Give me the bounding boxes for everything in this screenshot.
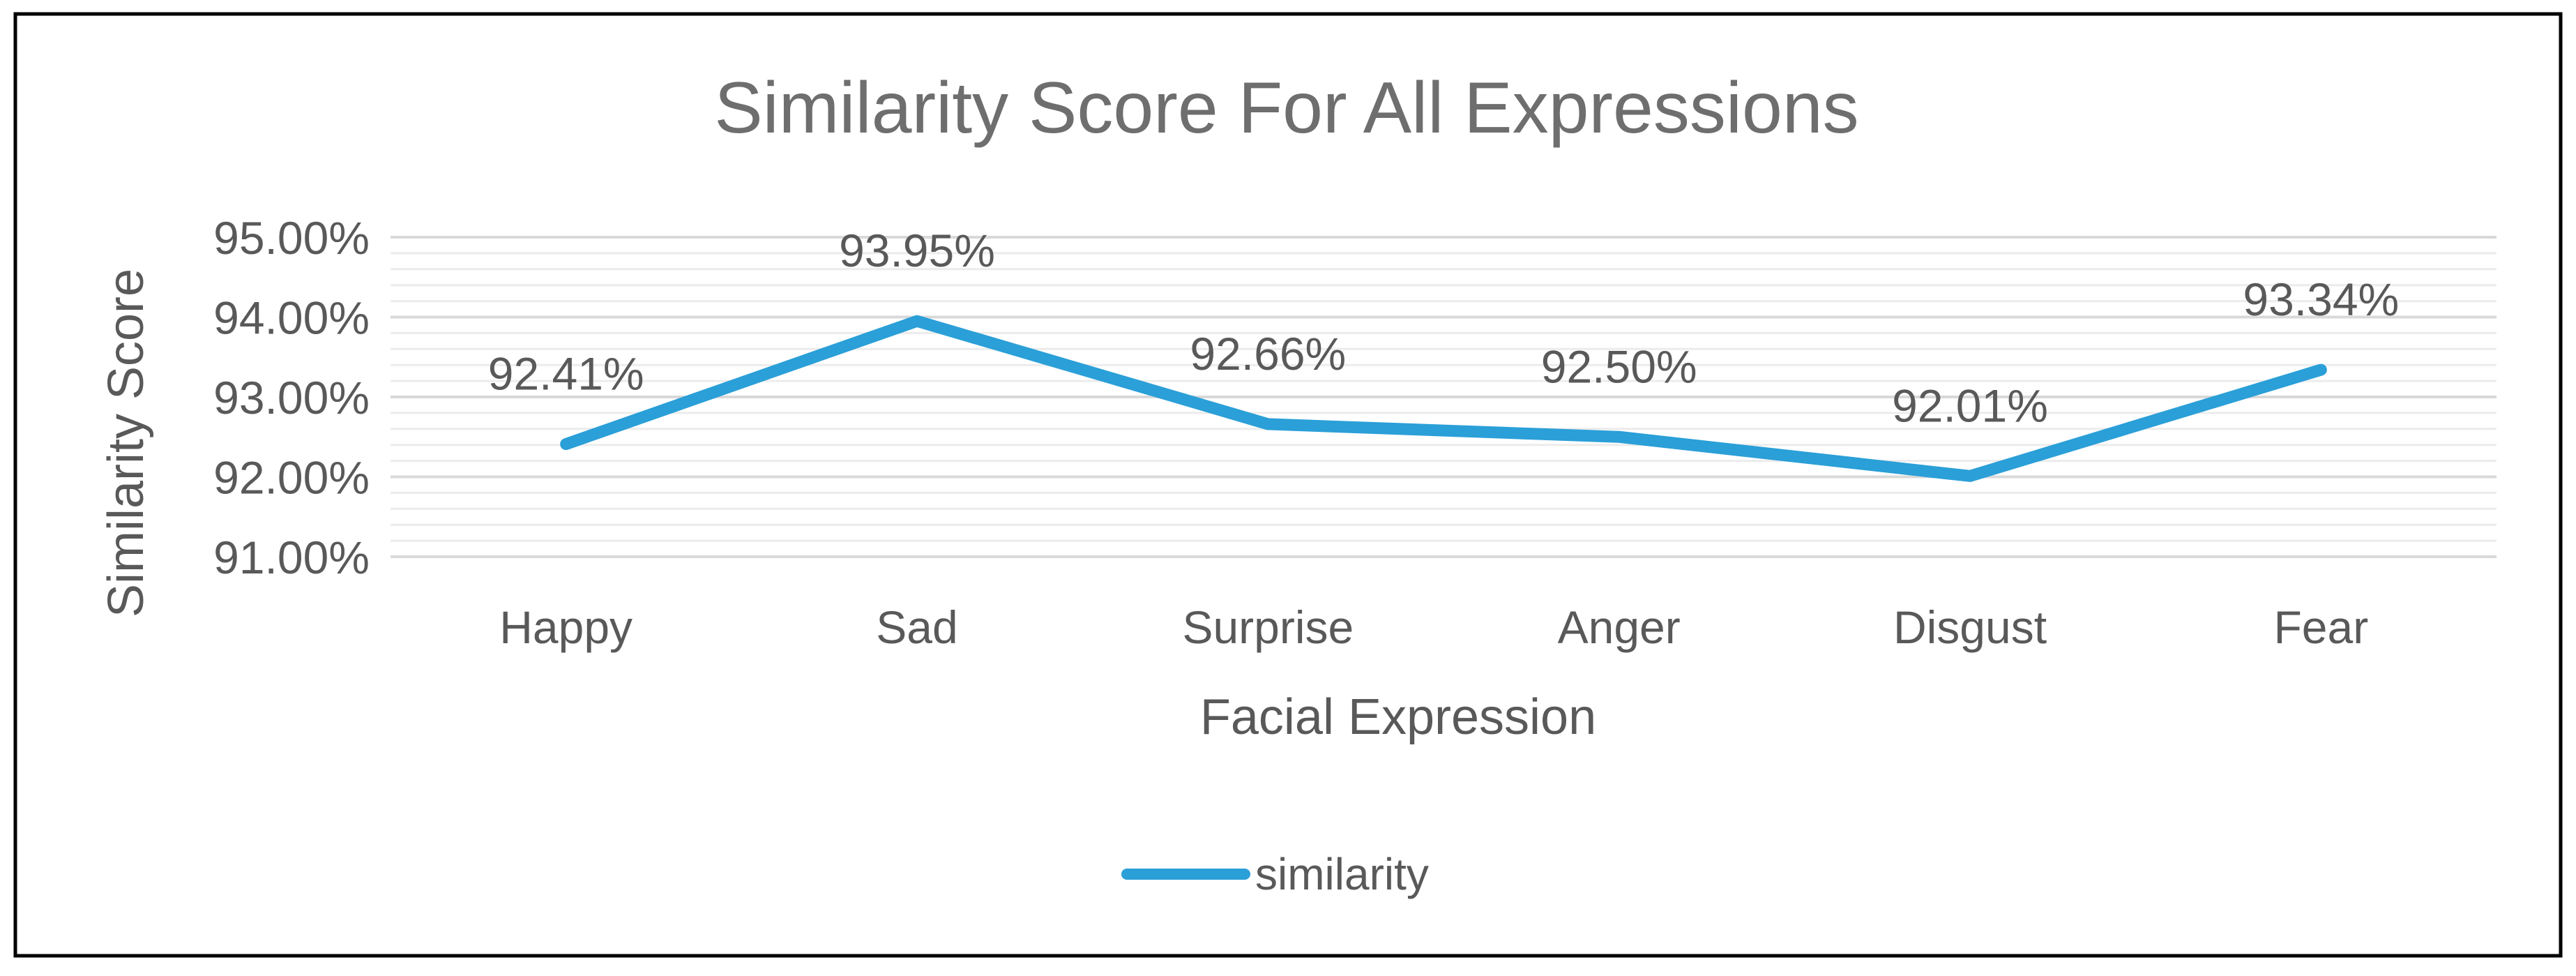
y-axis-title: Similarity Score — [98, 269, 154, 617]
y-tick-label: 92.00% — [213, 452, 370, 504]
y-tick-label: 95.00% — [213, 212, 370, 264]
x-tick-label: Fear — [2273, 601, 2368, 653]
data-label: 93.95% — [839, 225, 995, 276]
data-point — [911, 315, 923, 327]
legend: similarity — [1121, 849, 1429, 899]
data-point — [1613, 431, 1625, 443]
chart-border — [13, 12, 2563, 958]
data-point — [1262, 418, 1274, 430]
x-tick-label: Anger — [1558, 601, 1681, 653]
legend-label-similarity: similarity — [1255, 849, 1429, 899]
data-label: 92.50% — [1541, 340, 1697, 392]
x-axis-tick-labels: Happy Sad Surprise Anger Disgust Fear — [499, 601, 2368, 653]
data-point — [560, 438, 572, 450]
y-axis-tick-labels: 95.00% 94.00% 93.00% 92.00% 91.00% — [213, 212, 370, 583]
x-tick-label: Disgust — [1893, 601, 2047, 653]
x-axis-title: Facial Expression — [1200, 689, 1596, 745]
x-tick-label: Surprise — [1182, 601, 1354, 653]
x-tick-label: Sad — [876, 601, 957, 653]
x-tick-label: Happy — [499, 601, 632, 653]
data-labels: 92.41% 93.95% 92.66% 92.50% 92.01% 93.34% — [488, 225, 2400, 431]
data-point — [2315, 364, 2327, 376]
y-tick-label: 94.00% — [213, 292, 370, 344]
data-label: 92.66% — [1190, 328, 1346, 380]
data-point — [1964, 470, 1976, 482]
y-tick-label: 93.00% — [213, 372, 370, 423]
chart-title: Similarity Score For All Expressions — [714, 68, 1858, 149]
data-label: 92.01% — [1892, 380, 2048, 431]
series-line-similarity — [560, 315, 2327, 482]
series-similarity — [560, 315, 2327, 482]
data-label: 92.41% — [488, 348, 644, 400]
y-tick-label: 91.00% — [213, 532, 370, 583]
data-label: 93.34% — [2243, 273, 2399, 325]
